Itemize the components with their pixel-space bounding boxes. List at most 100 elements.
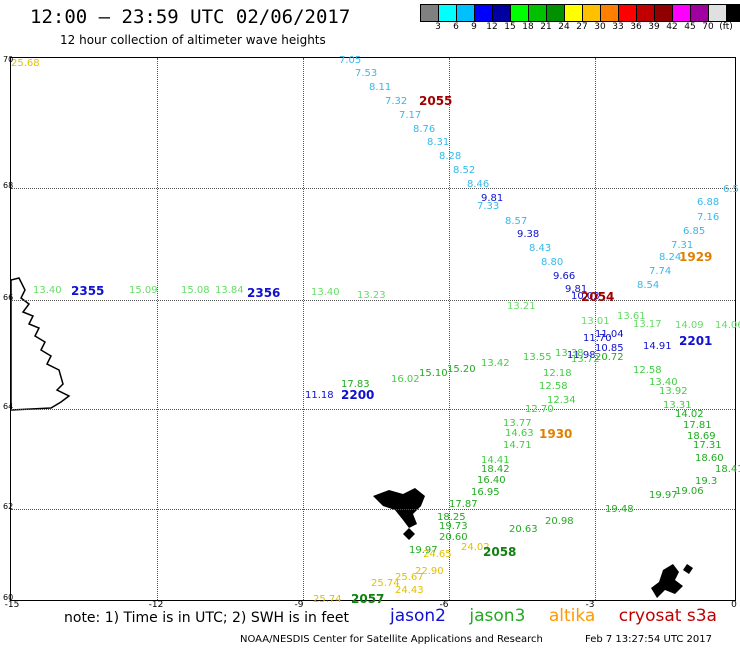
meridian-line: [303, 58, 304, 600]
wave-height-label: 6.5: [723, 184, 739, 195]
credit-text: NOAA/NESDIS Center for Satellite Applica…: [240, 634, 543, 645]
pass-time-label: 2356: [247, 286, 281, 300]
wave-height-label: 13.92: [659, 386, 688, 397]
wave-height-label: 14.09: [675, 320, 704, 331]
lon-label: -12: [148, 600, 164, 610]
wave-height-label: 8.46: [467, 179, 490, 190]
scale-swatch: [457, 5, 475, 21]
wave-height-label: 9.81: [565, 284, 588, 295]
wave-height-label: 7.32: [385, 96, 408, 107]
faroe-islands: [373, 488, 425, 528]
lat-label: 60: [3, 593, 14, 602]
wave-height-label: 11.98: [567, 350, 596, 361]
wave-height-label: 13.40: [311, 287, 340, 298]
wave-height-label: 8.28: [439, 151, 462, 162]
wave-height-label: 17.81: [683, 420, 712, 431]
wave-height-label: 18.69: [687, 431, 716, 442]
legend-jason3: jason3: [469, 606, 526, 626]
wave-height-label: 19.97: [409, 545, 438, 556]
pass-time-label: 2057: [351, 592, 385, 606]
wave-height-label: 13.55: [523, 352, 552, 363]
scale-swatch: [421, 5, 439, 21]
wave-height-label: 17.31: [693, 440, 722, 451]
wave-height-label: 8.24: [659, 252, 682, 263]
wave-height-label: 13.61: [617, 311, 646, 322]
coastline-layer: [11, 277, 693, 598]
scale-swatch: [529, 5, 547, 21]
wave-height-label: 16.02: [391, 374, 420, 385]
wave-height-label: 12.58: [539, 381, 568, 392]
wave-height-label: 7.53: [355, 68, 378, 79]
wave-height-label: 11.04: [595, 329, 624, 340]
wave-height-label: 7.16: [697, 212, 720, 223]
wave-height-label: 7.33: [477, 201, 500, 212]
wave-height-label: 8.80: [541, 257, 564, 268]
shetland-islands: [651, 564, 683, 598]
lon-label: -6: [439, 600, 449, 610]
scale-label: 21: [540, 22, 552, 32]
scale-label: 24: [558, 22, 570, 32]
scale-label: 45: [684, 22, 696, 32]
wave-height-label: 19.06: [675, 486, 704, 497]
scale-swatch: [673, 5, 691, 21]
wave-height-label: 7.74: [649, 266, 672, 277]
scale-swatch: [511, 5, 529, 21]
wave-height-label: 13.72: [571, 354, 600, 365]
meridian-line: [157, 58, 158, 600]
pass-time-label: 2054: [581, 290, 615, 304]
wave-height-label: 14.91: [643, 341, 672, 352]
scale-swatch: [475, 5, 493, 21]
pass-time-label: 2200: [341, 388, 375, 402]
wave-height-label: 13.17: [633, 319, 662, 330]
wave-height-label: 7.17: [399, 110, 422, 121]
wave-height-label: 7.31: [671, 240, 694, 251]
meridian-line: [595, 58, 596, 600]
parallel-line: [11, 188, 735, 189]
wave-height-label: 14.06: [715, 320, 740, 331]
scale-swatch: [655, 5, 673, 21]
color-scale-labels: 3 6 9 12 15 18 21 24 27 30 33 36 39 42 45 70 (ft): [420, 22, 740, 34]
scale-swatch: [637, 5, 655, 21]
wave-height-label: 16.40: [477, 475, 506, 486]
scale-label: 70: [702, 22, 714, 32]
wave-height-label: 20.72: [595, 352, 624, 363]
wave-height-label: 15.20: [447, 364, 476, 375]
wave-height-label: 12.18: [543, 368, 572, 379]
wave-height-label: 24.43: [395, 585, 424, 596]
wave-height-label: 20.63: [509, 524, 538, 535]
lon-label: -3: [585, 600, 595, 610]
lon-label: 0: [731, 600, 737, 610]
wave-height-label: 18.60: [695, 453, 724, 464]
wave-height-label: 10.85: [595, 343, 624, 354]
wave-height-label: 13.77: [503, 418, 532, 429]
scale-label: 6: [453, 22, 459, 32]
parallel-line: [11, 509, 735, 510]
scale-label: 39: [648, 22, 660, 32]
wave-height-label: 22.90: [415, 566, 444, 577]
lat-label: 62: [3, 502, 14, 511]
legend-jason2: jason2: [390, 606, 446, 626]
satellite-legend: jason2 jason3 altika cryosat s3a: [390, 606, 735, 626]
iceland-coast: [11, 277, 71, 411]
lat-label: 66: [3, 293, 14, 302]
scale-swatch: [601, 5, 619, 21]
wave-height-label: 11.70: [583, 333, 612, 344]
scale-label: 33: [612, 22, 624, 32]
pass-time-label: 2201: [679, 334, 713, 348]
wave-height-label: 13.38: [555, 348, 584, 359]
scale-label: 18: [522, 22, 534, 32]
wave-height-label: 24.02: [461, 542, 490, 553]
wave-height-label: 18.42: [481, 464, 510, 475]
wave-height-label: 8.76: [413, 124, 436, 135]
lon-label: -15: [4, 600, 20, 610]
wave-height-label: 8.43: [529, 243, 552, 254]
wave-height-label: 12.34: [547, 395, 576, 406]
footer-note: note: 1) Time is in UTC; 2) SWH is in fe…: [64, 610, 350, 626]
wave-height-label: 17.83: [341, 379, 370, 390]
scale-swatch: [709, 5, 727, 21]
scale-label: 9: [471, 22, 477, 32]
scale-label: 3: [435, 22, 441, 32]
scale-label: (ft): [719, 22, 733, 32]
legend-cryosat: cryosat s3a: [618, 606, 717, 626]
scale-label: 15: [504, 22, 516, 32]
